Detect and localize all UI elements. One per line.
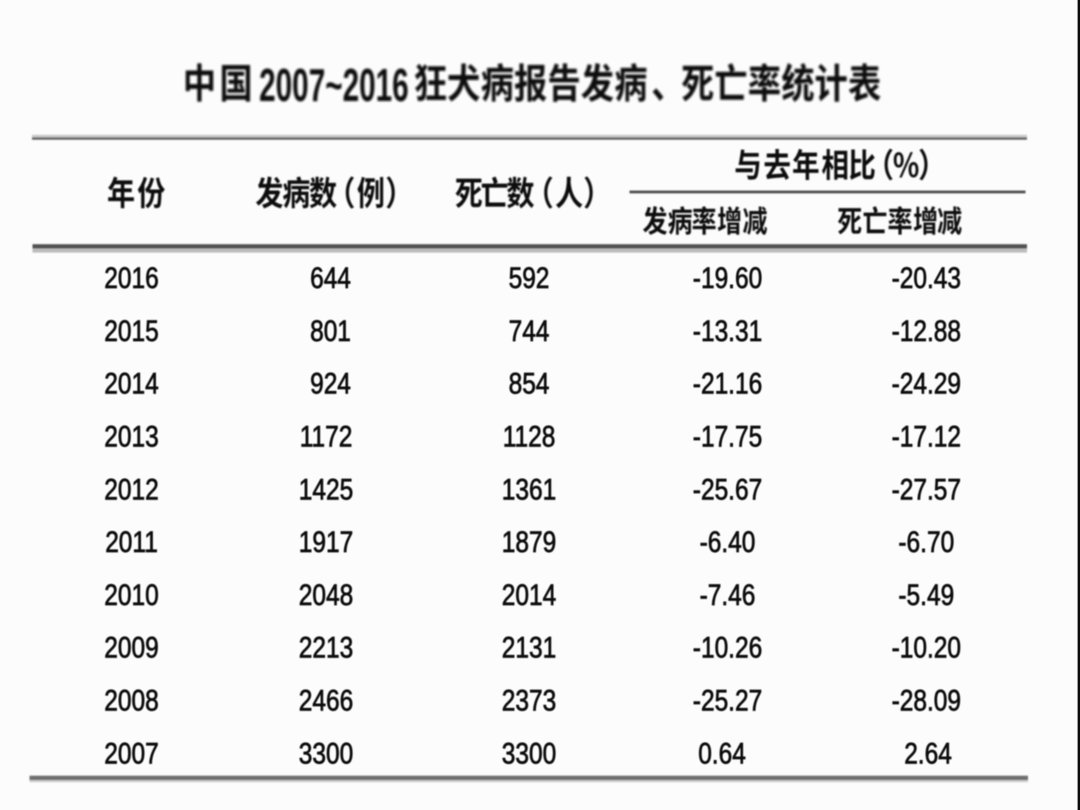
svg-text:-28.09: -28.09 xyxy=(892,683,961,717)
svg-text:-10.26: -10.26 xyxy=(693,630,762,664)
svg-text:644: 644 xyxy=(310,261,351,295)
svg-text:-25.27: -25.27 xyxy=(693,683,762,717)
svg-text:3300: 3300 xyxy=(502,736,556,770)
svg-text:-6.40: -6.40 xyxy=(700,525,756,559)
svg-text:-24.29: -24.29 xyxy=(892,366,961,400)
svg-text:3300: 3300 xyxy=(299,736,353,770)
svg-text:1879: 1879 xyxy=(502,525,556,559)
svg-text:744: 744 xyxy=(509,314,550,348)
svg-text:2466: 2466 xyxy=(299,683,353,717)
svg-text:1128: 1128 xyxy=(503,419,556,453)
svg-text:2013: 2013 xyxy=(104,419,158,453)
svg-text:-17.75: -17.75 xyxy=(693,419,762,453)
svg-text:2007~2016: 2007~2016 xyxy=(259,61,409,112)
svg-text:924: 924 xyxy=(310,366,351,400)
svg-text:1425: 1425 xyxy=(299,472,353,506)
svg-text:2011: 2011 xyxy=(105,525,158,559)
svg-text:2131: 2131 xyxy=(502,630,556,664)
svg-text:-12.88: -12.88 xyxy=(892,314,961,348)
svg-text:2048: 2048 xyxy=(299,578,353,612)
svg-text:1172: 1172 xyxy=(300,419,353,453)
svg-text:-10.20: -10.20 xyxy=(892,630,961,664)
svg-text:-25.67: -25.67 xyxy=(693,472,762,506)
svg-text:-27.57: -27.57 xyxy=(892,472,961,506)
svg-text:2008: 2008 xyxy=(104,683,158,717)
svg-text:2012: 2012 xyxy=(104,472,158,506)
svg-text:2373: 2373 xyxy=(502,683,556,717)
svg-text:-13.31: -13.31 xyxy=(693,314,762,348)
svg-text:2014: 2014 xyxy=(502,578,556,612)
svg-text:2014: 2014 xyxy=(104,366,158,400)
svg-text:592: 592 xyxy=(509,261,550,295)
svg-text:801: 801 xyxy=(310,314,351,348)
svg-text:1361: 1361 xyxy=(502,472,556,506)
svg-text:0.64: 0.64 xyxy=(698,736,746,770)
svg-text:2015: 2015 xyxy=(104,314,158,348)
svg-text:-17.12: -17.12 xyxy=(892,419,961,453)
svg-text:1917: 1917 xyxy=(299,525,353,559)
svg-text:-19.60: -19.60 xyxy=(693,261,762,295)
svg-text:2010: 2010 xyxy=(104,578,158,612)
svg-text:2016: 2016 xyxy=(104,261,158,295)
svg-text:2.64: 2.64 xyxy=(904,736,952,770)
svg-text:2009: 2009 xyxy=(104,630,158,664)
svg-text:854: 854 xyxy=(509,366,550,400)
svg-text:2213: 2213 xyxy=(299,630,353,664)
svg-text:2007: 2007 xyxy=(104,736,158,770)
svg-text:-21.16: -21.16 xyxy=(693,366,762,400)
svg-text:-7.46: -7.46 xyxy=(700,578,756,612)
svg-text:-20.43: -20.43 xyxy=(892,261,961,295)
svg-text:-6.70: -6.70 xyxy=(898,525,954,559)
svg-text:-5.49: -5.49 xyxy=(898,578,954,612)
